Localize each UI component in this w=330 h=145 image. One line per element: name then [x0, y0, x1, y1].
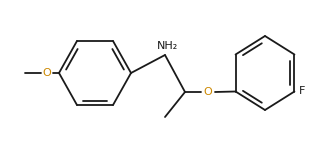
Text: O: O [204, 87, 213, 97]
Text: O: O [43, 68, 51, 78]
Text: NH₂: NH₂ [156, 41, 178, 51]
Text: F: F [298, 87, 305, 97]
